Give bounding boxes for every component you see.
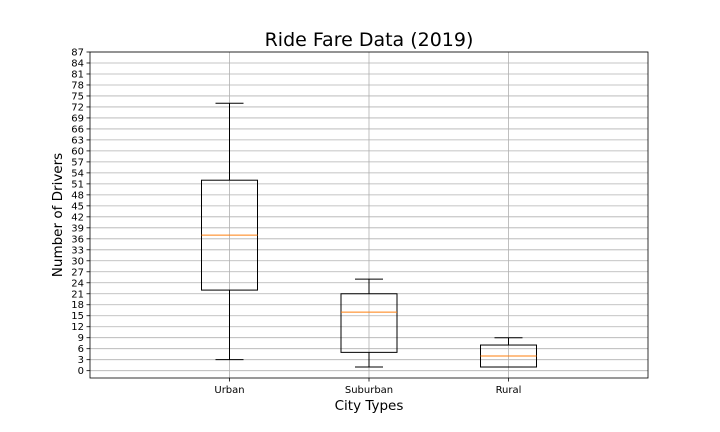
x-tick-label-urban: Urban [214,385,244,396]
box-layer [201,102,537,368]
y-tick-label: 81 [71,69,84,80]
tick-layer: 0369121518212427303336394245485154576063… [71,48,521,397]
y-tick-label: 60 [71,146,84,157]
y-tick-label: 3 [78,355,84,366]
y-tick-label: 84 [71,58,84,69]
y-tick-label: 6 [78,344,84,355]
y-tick-label: 69 [71,113,84,124]
chart-title: Ride Fare Data (2019) [265,29,474,51]
y-tick-label: 15 [71,311,84,322]
x-axis-label: City Types [335,398,404,414]
y-tick-label: 30 [71,256,84,267]
y-tick-label: 45 [71,201,84,212]
x-tick-label-suburban: Suburban [345,385,393,396]
y-tick-label: 57 [71,157,84,168]
y-tick-label: 78 [71,80,84,91]
y-tick-label: 87 [71,48,84,59]
y-tick-label: 36 [71,234,84,245]
iqr-box [340,293,398,353]
y-tick-label: 75 [71,91,84,102]
y-tick-label: 42 [71,212,84,223]
y-tick-label: 0 [78,366,84,377]
y-tick-label: 63 [71,135,84,146]
y-tick-label: 72 [71,102,84,113]
box-rural [480,337,537,368]
plot-frame [89,51,649,379]
y-tick-label: 33 [71,245,84,256]
y-tick-label: 27 [71,267,84,278]
box-urban [201,102,258,361]
y-tick-label: 18 [71,300,84,311]
box-suburban [340,278,398,368]
y-tick-label: 48 [71,190,84,201]
y-tick-label: 12 [71,322,84,333]
y-tick-label: 24 [71,278,84,289]
y-tick-label: 51 [71,179,84,190]
y-tick-label: 39 [71,223,84,234]
y-tick-label: 66 [71,124,84,135]
grid-layer [90,51,648,378]
y-axis-label: Number of Drivers [50,153,66,277]
x-tick-label-rural: Rural [496,385,522,396]
y-tick-label: 21 [71,289,84,300]
y-tick-label: 54 [71,168,84,179]
y-tick-label: 9 [78,333,84,344]
